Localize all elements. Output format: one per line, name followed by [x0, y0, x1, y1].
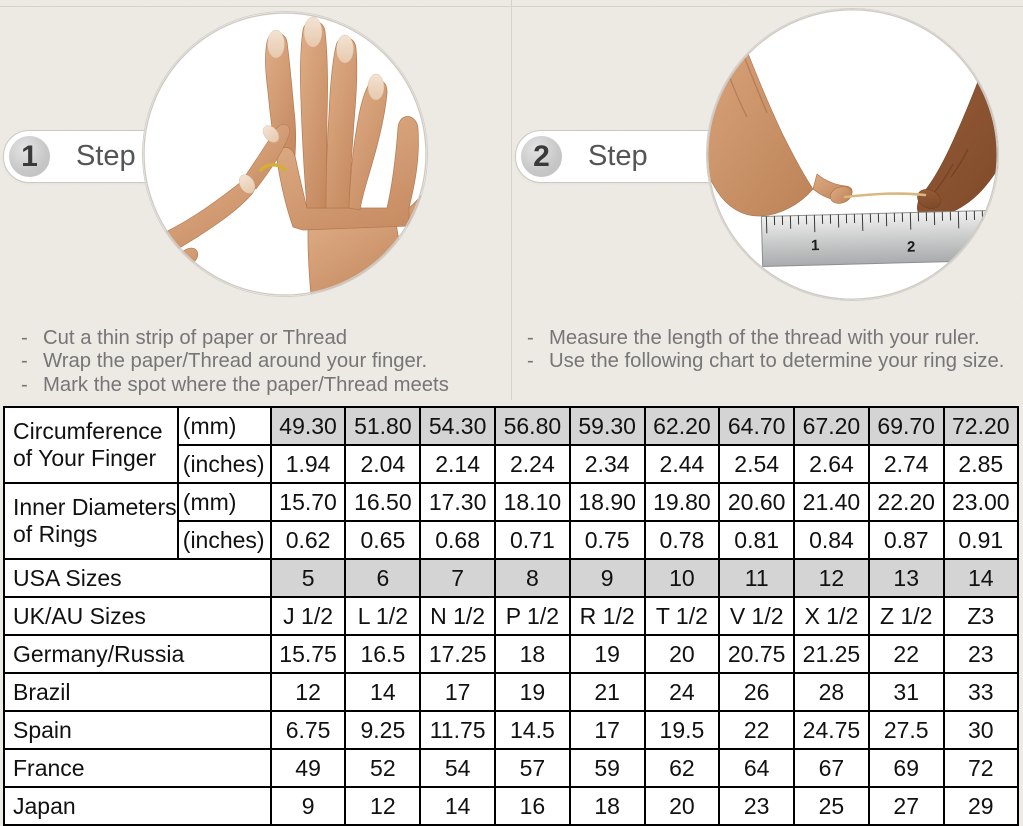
svg-text:2: 2	[907, 238, 916, 255]
svg-text:1: 1	[811, 237, 820, 254]
